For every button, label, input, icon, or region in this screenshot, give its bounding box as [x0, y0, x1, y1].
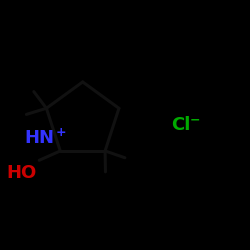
- Text: +: +: [55, 126, 66, 139]
- Text: HN: HN: [24, 128, 54, 146]
- Text: Cl: Cl: [171, 116, 191, 134]
- Text: −: −: [190, 113, 200, 126]
- Text: HO: HO: [6, 164, 37, 182]
